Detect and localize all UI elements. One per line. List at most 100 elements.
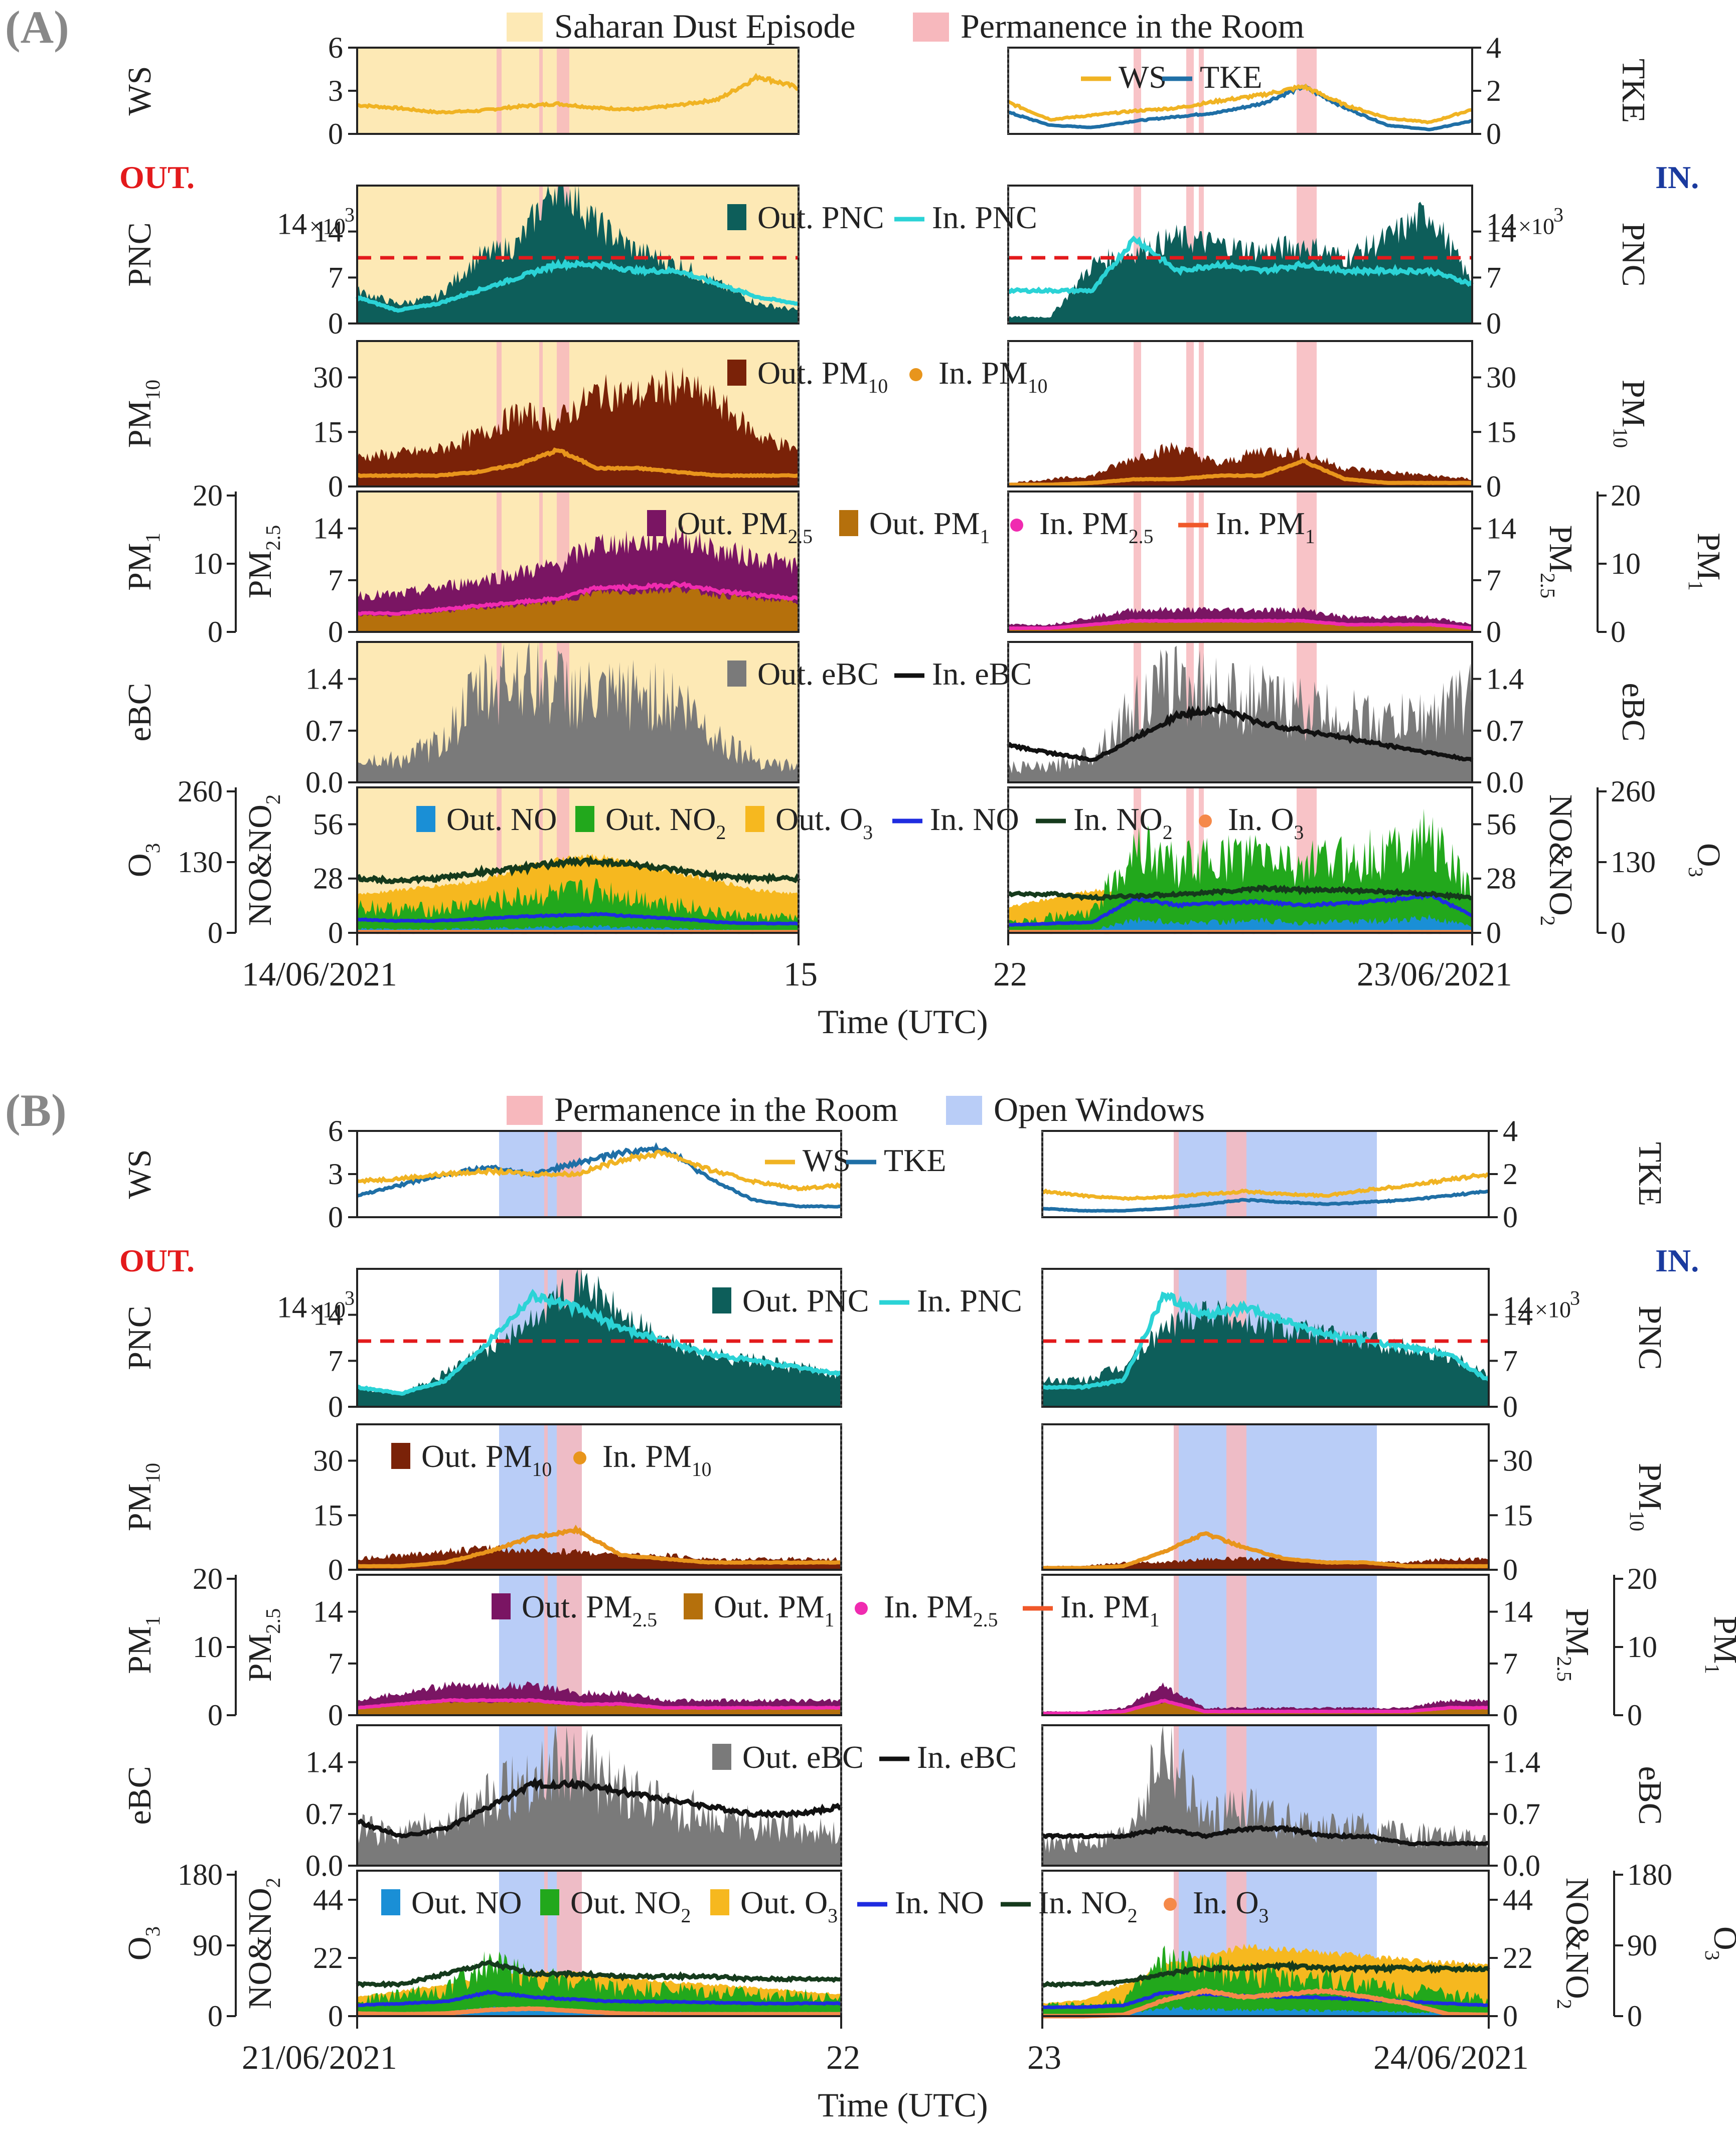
legend-label: Out. NO (446, 801, 557, 837)
tick-label-right: 30 (1503, 1444, 1533, 1477)
subplot-pnc-R (1041, 1268, 1490, 1408)
subplot-ebc-R (1041, 1724, 1490, 1867)
permanence-band (1174, 1871, 1179, 2016)
tick-label-right: 7 (1503, 1344, 1518, 1377)
tick-label-right: 0 (1503, 1699, 1518, 1732)
tick-label-left: 1.4 (305, 663, 343, 696)
tick-label-left: 3 (328, 74, 343, 107)
outer-tick-label-right: 0 (1611, 615, 1626, 648)
tick-label-left: 0 (328, 117, 343, 150)
tick-label-right: 14 (1503, 1298, 1533, 1332)
subplot-ws-L (356, 47, 800, 135)
subplot-gas-L (356, 1870, 842, 2017)
axis-title-right: PM2.5 (1553, 1608, 1596, 1682)
legend-label: In. PM10 (938, 355, 1047, 397)
date-right-start: 22 (993, 955, 1027, 993)
date-left-end: 15 (783, 955, 818, 993)
permanence-band (1134, 341, 1141, 486)
subplot-ebc-L (356, 641, 800, 783)
permanence-band (497, 341, 502, 486)
outer-tick-label-left: 10 (193, 1630, 223, 1664)
row-pm10: 0 15 30 0 15 30 PM10 PM10 Out. PM10 In. PM10 (121, 340, 1652, 503)
line-in-pm2-5 (1008, 618, 1473, 630)
outer-tick-label-left: 0 (208, 2000, 223, 2033)
tick-label-left: 0.0 (305, 1849, 343, 1882)
open-windows-band (1174, 1575, 1377, 1715)
tick-label-right: 1.4 (1486, 663, 1524, 696)
legend-label: WS (803, 1142, 851, 1178)
legend-box (712, 1744, 731, 1770)
legend-label: Out. PM10 (421, 1438, 552, 1480)
tick-label-right: 4 (1503, 1114, 1518, 1147)
tick-label-right: 2 (1503, 1158, 1518, 1191)
axis-title-left: PM2.5 (242, 1608, 284, 1682)
subplot-pm10-R (1041, 1423, 1490, 1571)
row-pm: 0 7 14 0 7 14 PM2.5 PM2.5 0 0 10 10 20 20 PM1 PM1 Out. P… (121, 479, 1727, 648)
subplot-pm10-R (1007, 340, 1473, 487)
tick-label-left: 0 (328, 1699, 343, 1732)
tick-label-right: 28 (1486, 862, 1516, 895)
tick-label-left: 14 (313, 215, 343, 248)
subplot-ebc-L (356, 1724, 843, 1867)
tick-label-right: 0 (1486, 470, 1501, 503)
legend-label: In. PNC (917, 1283, 1022, 1319)
line-in-pm10 (357, 1524, 842, 1569)
legend-box (727, 360, 746, 386)
tick-label-right: 14 (1486, 512, 1516, 545)
tick-label-right: 15 (1486, 415, 1516, 448)
line-ws (357, 73, 799, 115)
tick-label-left: 0 (328, 2000, 343, 2033)
subplot-frame (356, 1268, 842, 1408)
tick-label-left: 14 (313, 1298, 343, 1332)
outer-tick-label-right: 10 (1627, 1630, 1657, 1664)
legend-dot (573, 1451, 586, 1464)
axis-title-left: NO&NO2 (242, 1878, 284, 2009)
outer-tick-label-left: 0 (208, 615, 223, 648)
legend-label: In. PM2.5 (884, 1589, 998, 1631)
area-out-no (1042, 2006, 1489, 2016)
tick-label-right: 0 (1486, 916, 1501, 949)
legend-box (745, 806, 764, 832)
legend-label: Out. NO (411, 1885, 522, 1920)
legend-label: Out. PM10 (757, 355, 888, 397)
legend-label: Out. O3 (775, 801, 873, 844)
tick-label-right: 0.7 (1486, 714, 1524, 747)
outer-title-right: PM1 (1684, 533, 1727, 591)
tick-label-left: 14 (313, 512, 343, 545)
line-tke (1008, 84, 1473, 132)
top-legend-label: Permanence in the Room (554, 1090, 898, 1128)
legend-box (391, 1443, 410, 1469)
row-gas: 0 28 56 0 28 56 NO&NO2 NO&NO2 0 0 130 130 260 260 O3 O3… (121, 775, 1727, 949)
permanence-band (497, 787, 502, 933)
tick-label-right: 2 (1486, 74, 1501, 107)
outer-tick-label-left: 260 (178, 775, 223, 808)
subplot-pm-L (356, 490, 800, 633)
time-axis-label: Time (UTC) (818, 1003, 988, 1041)
in-label: IN. (1655, 159, 1699, 195)
axis-title-right: eBC (1615, 683, 1652, 741)
area-out-ebc (357, 642, 799, 782)
outer-tick-label-left: 180 (178, 1858, 223, 1891)
legend-label: In. O3 (1193, 1885, 1269, 1927)
legend-label: In. O3 (1228, 801, 1304, 844)
tick-label-right: 4 (1486, 31, 1501, 64)
axis-title-right: PM10 (1626, 1463, 1668, 1531)
tick-label-left: 0 (328, 615, 343, 648)
area-out-pm10 (1042, 1557, 1489, 1570)
tick-label-right: 44 (1503, 1883, 1533, 1916)
date-left-end: 22 (826, 2038, 860, 2076)
pnc-exp-left: 3 (345, 1287, 355, 1309)
subplot-frame (356, 340, 800, 487)
subplot-frame (356, 1423, 842, 1571)
axis-title-left: PNC (121, 222, 158, 286)
area-out-pnc-10-3- (357, 186, 799, 323)
tick-label-left: 0.7 (305, 714, 343, 747)
legend-label: Out. PM1 (714, 1589, 834, 1631)
permanence-band (1174, 1575, 1179, 1715)
legend-swatch-permanence (913, 13, 949, 42)
legend-dot (1199, 814, 1212, 828)
legend-label: Out. PNC (757, 200, 884, 235)
date-right-end: 23/06/2021 (1357, 955, 1512, 993)
legend-box (839, 510, 858, 536)
tick-label-left: 30 (313, 361, 343, 394)
